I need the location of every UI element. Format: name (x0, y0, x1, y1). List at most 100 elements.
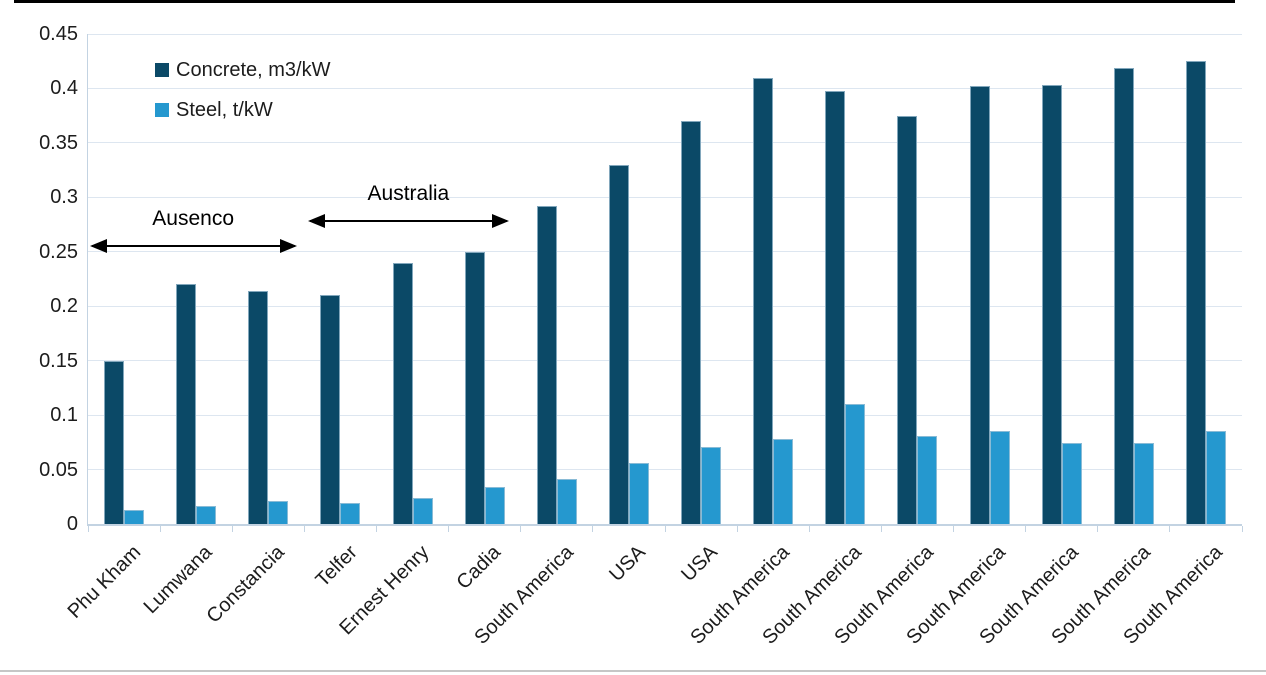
bar-group (737, 34, 809, 524)
x-tick (1097, 526, 1099, 532)
gridline (88, 87, 1242, 89)
bar-group (1026, 34, 1098, 524)
y-axis-label: 0.05 (39, 458, 78, 481)
concrete-bar (969, 86, 990, 524)
x-tick (303, 526, 305, 532)
gridline (88, 360, 1242, 362)
x-tick (1169, 526, 1171, 532)
gridline (88, 33, 1242, 35)
y-axis-label: 0.45 (39, 23, 78, 45)
x-tick (953, 526, 954, 532)
gridline (88, 251, 1242, 253)
concrete-legend-label: Concrete, m3/kW (176, 58, 331, 81)
annotation-label: Australia (367, 182, 450, 206)
concrete-bar (104, 360, 125, 524)
x-axis-label: Cadia (452, 541, 506, 594)
gridline (88, 414, 1242, 416)
steel-bar (1133, 443, 1154, 524)
concrete-bar (248, 290, 269, 524)
concrete-bar (1041, 85, 1062, 524)
bar-group (593, 34, 665, 524)
x-axis-label: USA (605, 541, 650, 586)
concrete-bar (1113, 67, 1134, 524)
top-border-rule (14, 0, 1235, 3)
legend: Concrete, m3/kW Steel, t/kW (155, 56, 330, 136)
x-tick (880, 526, 882, 532)
steel-bar (917, 435, 938, 524)
bar-group (232, 34, 304, 524)
bar-group (954, 34, 1026, 524)
concrete-legend-swatch (155, 63, 169, 77)
bar-group (809, 34, 881, 524)
steel-bar (412, 497, 433, 524)
bar-group (665, 34, 737, 524)
bar-group (88, 34, 160, 524)
y-axis-label: 0.2 (50, 295, 78, 318)
bar-group (160, 34, 232, 524)
concrete-bar (753, 77, 774, 524)
concrete-bar (825, 90, 846, 524)
x-tick (520, 526, 522, 532)
steel-bar (845, 404, 866, 524)
x-tick (87, 526, 89, 532)
bar-group (1170, 34, 1242, 524)
y-axis-label: 0.25 (39, 240, 78, 263)
steel-bar (989, 431, 1010, 524)
concrete-bar (392, 262, 413, 524)
gridline (88, 142, 1242, 144)
y-axis-label: 0.35 (39, 131, 78, 154)
steel-bar (268, 501, 289, 524)
x-axis-label: Telfer (311, 541, 362, 592)
x-axis-label: USA (677, 541, 722, 586)
concrete-bar (536, 206, 557, 524)
y-axis-label: 0.1 (50, 404, 78, 427)
x-tick (664, 526, 666, 532)
plot-area (87, 33, 1243, 532)
steel-bar (701, 446, 722, 524)
x-tick (448, 526, 450, 532)
steel-bar (484, 486, 505, 524)
double-arrow (89, 239, 297, 254)
x-tick (376, 526, 377, 532)
concrete-bar (897, 115, 918, 524)
steel-bar (124, 509, 145, 524)
steel-bar (773, 439, 794, 524)
gridline (88, 196, 1242, 198)
steel-bar (340, 503, 361, 524)
steel-bar (1205, 431, 1226, 524)
steel-legend-label: Steel, t/kW (176, 98, 273, 121)
x-tick (1025, 526, 1027, 532)
y-axis-label: 0.15 (39, 349, 78, 372)
x-tick (231, 526, 233, 532)
steel-legend-swatch (155, 103, 169, 117)
x-tick (808, 526, 810, 532)
x-axis-label: Phu Kham (63, 541, 145, 623)
legend-entry-steel: Steel, t/kW (155, 96, 330, 124)
bottom-border-rule (0, 670, 1266, 672)
steel-bar (196, 505, 217, 524)
concrete-bar (1185, 61, 1206, 524)
y-axis-label: 0.4 (50, 77, 78, 100)
bar-group (377, 34, 449, 524)
legend-entry-concrete: Concrete, m3/kW (155, 56, 330, 84)
gridline (88, 305, 1242, 307)
x-tick (159, 526, 161, 532)
bar-group (449, 34, 521, 524)
x-tick (592, 526, 594, 532)
x-tick (736, 526, 738, 532)
concrete-bar (681, 121, 702, 524)
concrete-bar (608, 164, 629, 524)
steel-bar (1061, 443, 1082, 524)
bar-group (881, 34, 953, 524)
concrete-bar (464, 251, 485, 524)
bar-group (521, 34, 593, 524)
concrete-bar (176, 284, 197, 524)
bar-group (1098, 34, 1170, 524)
annotation-label: Ausenco (152, 207, 235, 231)
double-arrow (307, 214, 510, 229)
concrete-bar (320, 295, 341, 524)
y-axis-label: 0 (66, 513, 78, 535)
gridline (88, 469, 1242, 471)
steel-bar (556, 479, 577, 524)
